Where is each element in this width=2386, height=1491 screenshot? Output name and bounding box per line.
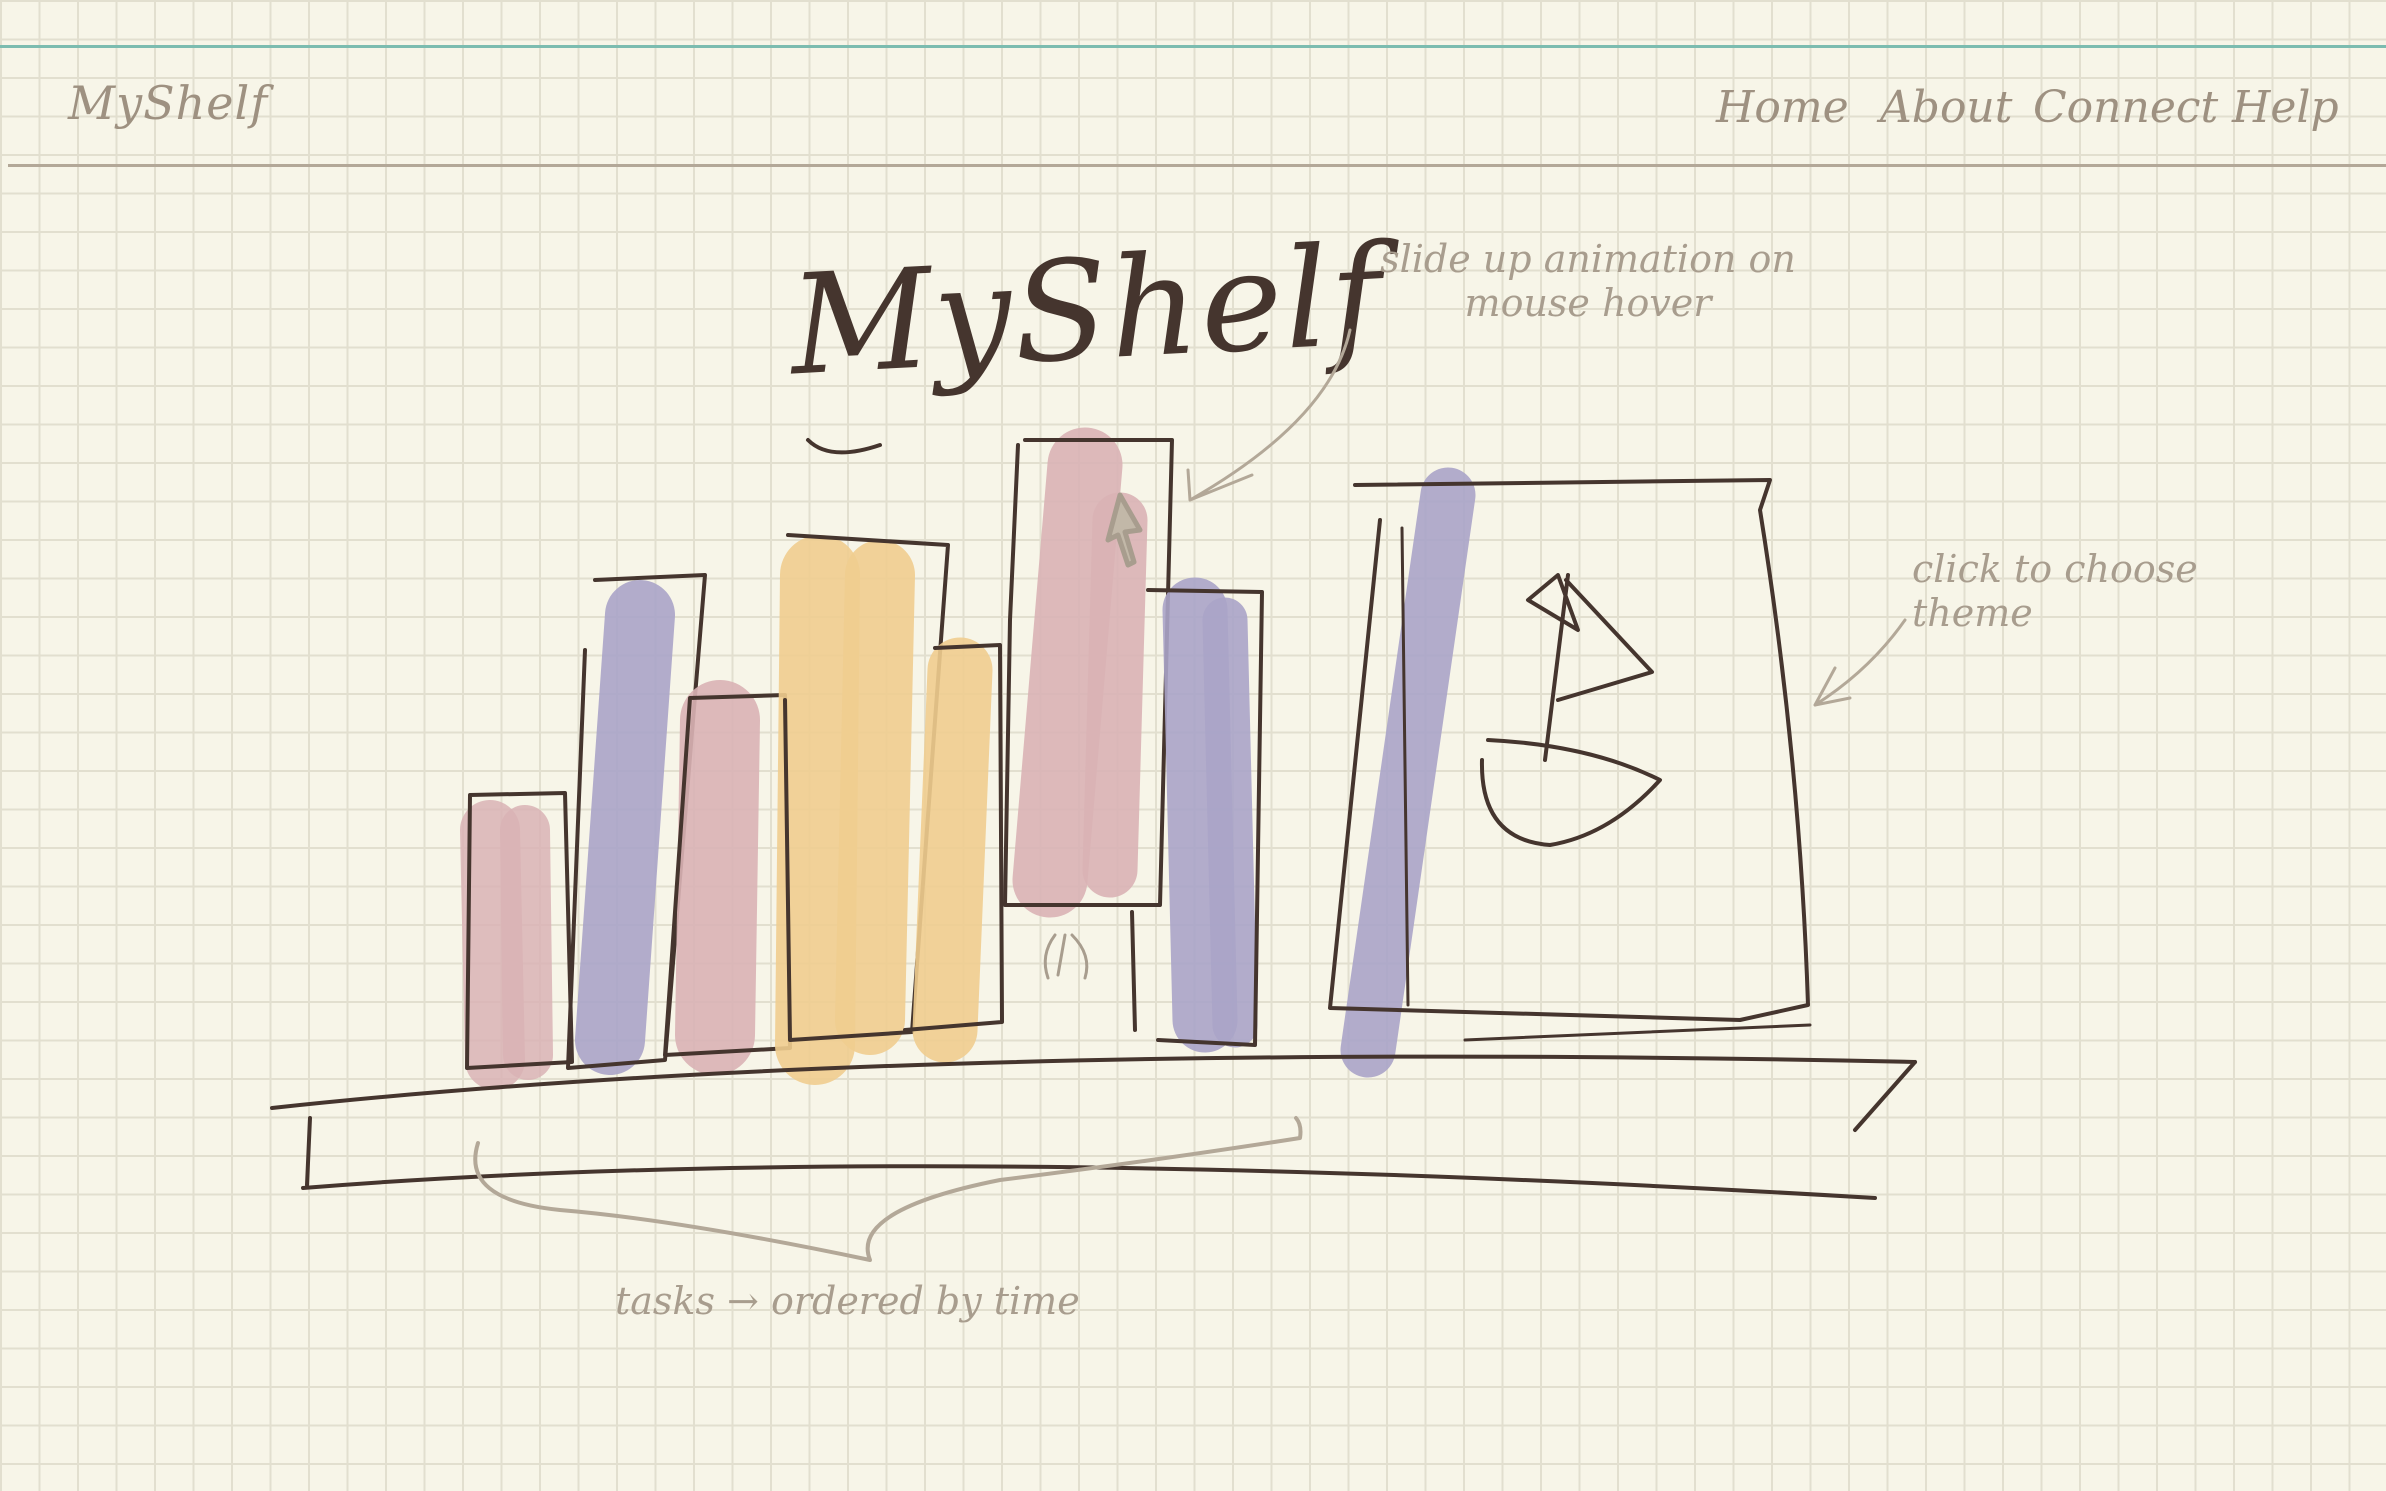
annotation-slide-up: slide up animation on mouse hover	[1380, 237, 1796, 325]
annotation-tasks-order: tasks → ordered by time	[615, 1279, 1080, 1323]
book-fill	[575, 580, 675, 1075]
book-fill	[675, 680, 760, 1075]
book-outline	[1146, 588, 1264, 1047]
book-fill	[835, 540, 915, 1055]
book-fill	[1082, 492, 1148, 898]
annotation-choose-theme: click to choose theme	[1912, 547, 2198, 635]
sailboat-icon	[1479, 573, 1662, 847]
nav-about[interactable]: About	[1880, 82, 2013, 133]
book-fill	[460, 800, 525, 1090]
theme-chooser[interactable]	[1328, 467, 1812, 1078]
book-1[interactable]	[460, 791, 574, 1090]
book-7[interactable]	[1146, 577, 1264, 1053]
annotation-arrow-slide-up	[1186, 328, 1352, 502]
nav-home[interactable]: Home	[1716, 82, 1849, 133]
book-fill	[1202, 597, 1258, 1048]
slide-up-arrow-icon	[1043, 933, 1089, 980]
top-accent-rule	[0, 45, 2386, 48]
shelf-board	[270, 1054, 1917, 1200]
title-swoosh	[806, 438, 882, 455]
annotation-brace-tasks	[473, 1116, 1303, 1262]
book-outline	[903, 643, 1004, 1032]
header-divider	[8, 164, 2386, 167]
book-fill	[500, 805, 553, 1080]
book-5[interactable]	[903, 637, 1004, 1063]
annotation-arrow-theme	[1813, 618, 1907, 707]
book-4[interactable]	[775, 533, 950, 1085]
book-fill	[912, 637, 993, 1063]
brand-logo[interactable]: MyShelf	[68, 76, 269, 130]
book-outline	[1003, 438, 1174, 907]
book-3[interactable]	[663, 680, 792, 1075]
book-outline	[1130, 910, 1137, 1032]
theme-box-outline	[1328, 478, 1810, 1022]
nav-help[interactable]: Help	[2232, 82, 2339, 133]
book-6-hovered[interactable]	[1003, 427, 1174, 1032]
book-outline	[783, 533, 950, 1042]
theme-box-outline	[1400, 526, 1410, 1007]
nav-connect[interactable]: Connect	[2033, 82, 2219, 133]
mouse-cursor-icon	[1105, 492, 1143, 568]
book-outline	[465, 791, 574, 1070]
book-fill	[1012, 427, 1123, 918]
theme-box-outline	[1463, 1023, 1812, 1042]
theme-accent-stripe	[1340, 467, 1476, 1078]
book-outline	[566, 573, 707, 1070]
book-fill	[1162, 577, 1238, 1053]
book-fill	[775, 535, 860, 1085]
book-2[interactable]	[566, 573, 707, 1075]
